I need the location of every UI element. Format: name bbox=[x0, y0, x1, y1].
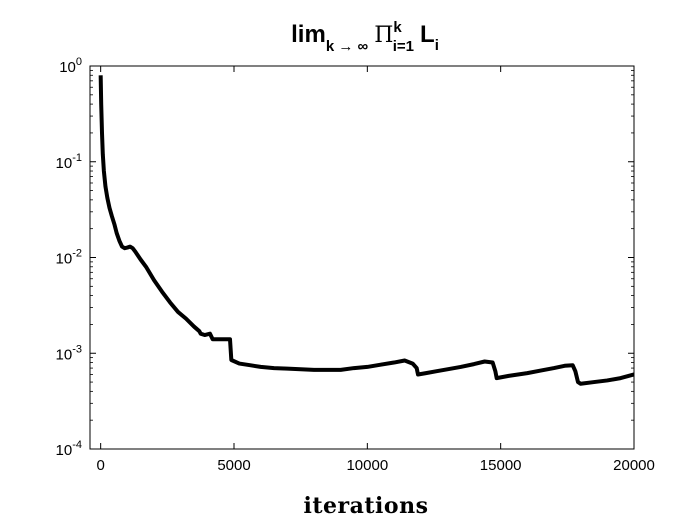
title-product-subscript: i=1 bbox=[393, 38, 414, 55]
title-product-symbol: Π bbox=[374, 23, 393, 48]
title-term-subscript: i bbox=[435, 37, 439, 54]
x-tick-label: 10000 bbox=[346, 457, 388, 474]
y-tick-label: 10-1 bbox=[56, 152, 82, 172]
plot-frame bbox=[89, 65, 635, 450]
x-tick-label: 20000 bbox=[613, 457, 655, 474]
y-tick-label: 100 bbox=[59, 56, 82, 76]
series-line-group bbox=[98, 75, 635, 386]
title-limit-subscript: k → ∞ bbox=[326, 38, 369, 55]
title-term: L bbox=[420, 21, 435, 48]
x-tick-label: 0 bbox=[96, 457, 104, 474]
series-line bbox=[98, 75, 635, 386]
x-tick-label: 5000 bbox=[217, 457, 250, 474]
y-tick-label: 10-2 bbox=[56, 248, 82, 268]
axes: 0 5000 10000 15000 20000 10-4 10-3 10-2 10-1 100 bbox=[56, 56, 655, 474]
chart-title: limk → ∞ Πk i=1 Li bbox=[291, 19, 439, 55]
x-tick-label: 15000 bbox=[480, 457, 522, 474]
y-tick-label: 10-3 bbox=[56, 343, 82, 363]
title-product-superscript: k bbox=[393, 19, 402, 36]
y-tick-label: 10-4 bbox=[56, 439, 82, 459]
title-lim: lim bbox=[291, 21, 326, 48]
x-axis-label: iterations bbox=[304, 493, 429, 519]
